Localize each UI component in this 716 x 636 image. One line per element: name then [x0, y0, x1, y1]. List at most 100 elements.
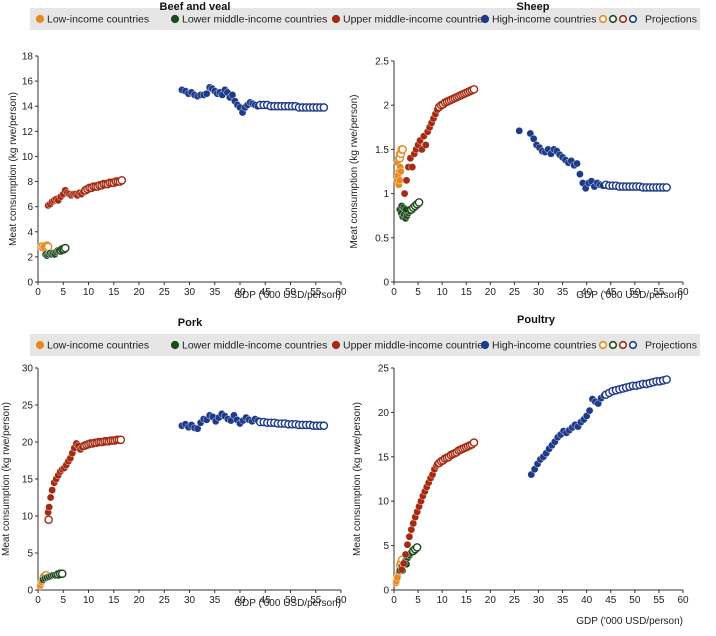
- y-tick-label: 0: [383, 586, 389, 597]
- y-tick-label: 10: [378, 497, 390, 508]
- legend-label-high: High-income countries: [492, 14, 596, 26]
- x-tick-label: 45: [605, 287, 617, 298]
- legend-marker-upper-middle: [331, 14, 341, 24]
- x-tick-label: 60: [677, 287, 689, 298]
- projection-point: [662, 375, 671, 384]
- series-high-income-countries: [178, 83, 265, 117]
- legend-background: [30, 8, 700, 30]
- series-upper-middle-income-countries: [44, 186, 88, 210]
- legend-projection-marker-high: [628, 340, 638, 350]
- y-tick-label: 0: [27, 278, 33, 289]
- chart-title: Poultry: [517, 314, 556, 326]
- data-point: [421, 141, 430, 149]
- x-axis-label: GDP ('000 USD/person): [576, 290, 683, 301]
- x-tick-label: 30: [533, 287, 545, 298]
- y-tick-label: 6: [27, 202, 33, 213]
- legend-projection-marker-high: [628, 14, 638, 24]
- projection-point: [469, 438, 479, 447]
- data-point: [400, 189, 409, 198]
- x-tick-label: 50: [629, 287, 641, 298]
- x-tick-label: 10: [83, 595, 95, 606]
- y-tick-label: 10: [22, 152, 34, 163]
- x-tick-label: 50: [285, 287, 297, 298]
- projection-point: [44, 515, 53, 525]
- data-point: [405, 532, 414, 541]
- legend-label-low: Low-income countries: [47, 340, 149, 352]
- x-axis-label: GDP ('000 USD/person): [234, 598, 341, 609]
- series-upper-middle-income-countries-projections: [434, 438, 479, 468]
- chart-title: Sheep: [516, 1, 549, 13]
- y-tick-label: 15: [378, 452, 390, 463]
- x-tick-label: 25: [509, 287, 521, 298]
- y-tick-label: 0: [383, 278, 389, 289]
- x-tick-label: 25: [159, 595, 171, 606]
- x-tick-label: 25: [509, 595, 521, 606]
- series-upper-middle-income-countries-projections: [434, 84, 479, 112]
- legend-label-low: Low-income countries: [47, 14, 149, 26]
- projection-point: [60, 243, 70, 253]
- series-high-income-countries: [515, 127, 610, 193]
- data-point: [585, 406, 594, 415]
- y-tick-label: 15: [22, 475, 34, 486]
- projection-point: [412, 543, 422, 552]
- x-tick-label: 5: [415, 287, 421, 298]
- legend-background: [30, 334, 700, 356]
- y-axis-label: Meat consumption (kg rwe/person): [352, 402, 363, 556]
- y-tick-label: 16: [22, 77, 34, 88]
- x-tick-label: 45: [260, 595, 272, 606]
- legend-label-upper-middle: Upper middle-income countries: [343, 340, 488, 352]
- legend-1: Low-income countries Lower middle-income …: [30, 8, 700, 30]
- data-point: [576, 170, 584, 178]
- y-tick-label: 20: [22, 438, 34, 449]
- x-tick-label: 45: [605, 595, 617, 606]
- x-tick-label: 10: [437, 595, 449, 606]
- x-tick-label: 15: [108, 287, 120, 298]
- y-tick-label: 0: [27, 586, 33, 597]
- y-tick-label: 8: [27, 177, 33, 188]
- legend-marker-lower-middle: [170, 340, 180, 350]
- x-axis-label: GDP ('000 USD/person): [576, 616, 683, 627]
- legend-projection-marker-lower-middle: [608, 14, 618, 24]
- series-high-income-countries-projections: [255, 417, 329, 431]
- y-tick-label: 4: [27, 227, 33, 238]
- y-tick-label: 12: [22, 127, 34, 138]
- data-point: [45, 503, 53, 511]
- series-lower-middle-income-countries-projections: [408, 543, 422, 556]
- y-tick-label: 10: [22, 512, 34, 523]
- x-tick-label: 50: [285, 595, 297, 606]
- panel-sheep: Sheep 0 0.5 1 1.5 2 2.5 0 5 10 15 20 25 30 35 40 45 50 55 6…: [349, 1, 689, 301]
- x-axis-label: GDP ('000 USD/person): [234, 290, 341, 301]
- legend-marker-low: [35, 14, 45, 24]
- data-point: [408, 163, 417, 171]
- data-point: [202, 89, 211, 98]
- legend-2: Low-income countries Lower middle-income …: [30, 334, 700, 356]
- series-low-income-countries-projections: [395, 145, 407, 163]
- legend-marker-upper-middle: [331, 340, 341, 350]
- x-tick-label: 5: [60, 287, 66, 298]
- series-upper-middle-income-countries: [397, 460, 442, 574]
- y-tick-label: 0.5: [375, 233, 389, 244]
- x-tick-label: 10: [437, 287, 449, 298]
- y-tick-label: 2.5: [375, 57, 389, 68]
- legend-projection-marker-low: [598, 14, 608, 24]
- x-tick-label: 35: [557, 287, 569, 298]
- projection-point: [57, 569, 67, 579]
- x-tick-label: 50: [629, 595, 641, 606]
- x-tick-label: 55: [653, 287, 665, 298]
- data-point: [515, 127, 524, 135]
- data-point: [396, 167, 405, 176]
- legend-label-high: High-income countries: [492, 340, 596, 352]
- y-tick-label: 30: [22, 364, 34, 375]
- y-tick-label: 2: [27, 252, 33, 263]
- x-tick-label: 35: [209, 595, 221, 606]
- projection-point: [319, 421, 329, 431]
- series-high-income-countries: [178, 410, 262, 433]
- y-tick-label: 1: [383, 189, 389, 200]
- y-tick-label: 1.5: [375, 145, 389, 156]
- series-upper-middle-income-countries: [400, 105, 442, 198]
- x-tick-label: 60: [335, 287, 347, 298]
- x-tick-label: 40: [234, 595, 246, 606]
- legend-projection-marker-low: [598, 340, 608, 350]
- series-upper-middle-income-countries: [44, 439, 87, 517]
